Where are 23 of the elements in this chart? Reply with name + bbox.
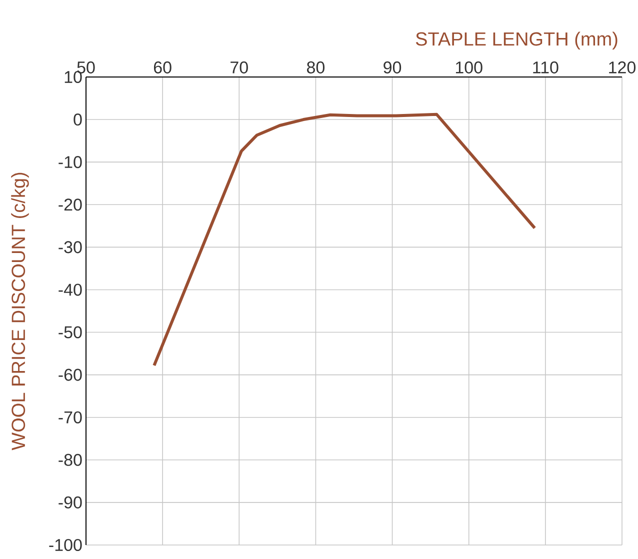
x-tick-label: 50 [77, 61, 95, 74]
y-tick-label: -70 [58, 411, 82, 424]
y-tick-label: 0 [74, 114, 82, 126]
x-tick-label: 90 [384, 61, 402, 74]
y-tick-label: -20 [58, 198, 82, 211]
y-axis-title: WOOL PRICE DISCOUNT (c/kg) [11, 172, 29, 450]
x-tick-label: 120 [609, 61, 636, 74]
y-tick-label: -90 [58, 496, 82, 508]
x-tick-label: 60 [154, 61, 172, 74]
line-series [152, 112, 536, 367]
y-tick-label: 10 [64, 70, 82, 84]
x-tick-label: 70 [230, 61, 248, 74]
x-axis-title: STAPLE LENGTH (mm) [416, 32, 618, 50]
y-tick-label: -10 [58, 156, 82, 168]
y-tick-label: -30 [58, 241, 82, 254]
y-tick-label: -60 [58, 368, 82, 381]
x-tick-label: 110 [533, 61, 558, 74]
x-tick-label: 80 [306, 61, 325, 74]
y-tick-label: -80 [58, 454, 82, 466]
y-tick-label: -100 [49, 538, 82, 552]
y-tick-label: -40 [58, 284, 82, 296]
x-tick-label: 100 [456, 61, 482, 74]
y-tick-label: -50 [58, 326, 82, 338]
